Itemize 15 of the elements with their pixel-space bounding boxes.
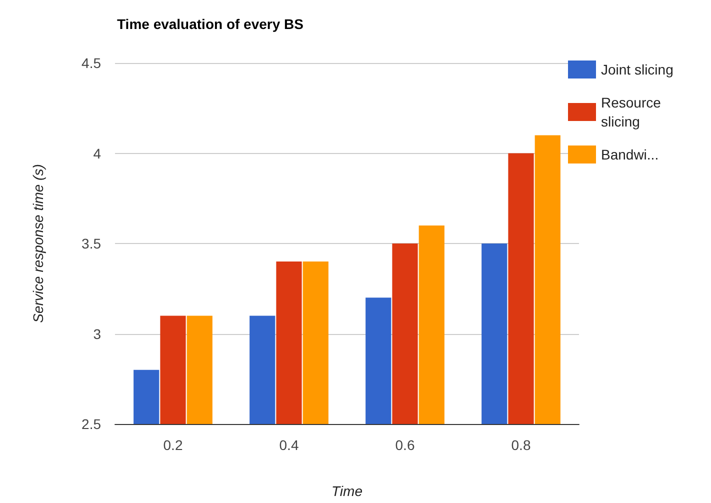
x-tick-label: 0.4 <box>279 437 299 453</box>
y-axis-title: Service response time (s) <box>30 164 46 323</box>
legend-label: Bandwi... <box>601 146 659 162</box>
y-tick-label: 3 <box>93 326 102 342</box>
chart-title: Time evaluation of every BS <box>117 16 304 32</box>
x-tick-label: 0.2 <box>163 437 183 453</box>
x-tick-label: 0.8 <box>511 437 531 453</box>
y-tick-label: 2.5 <box>82 416 102 432</box>
y-tick-label: 4.5 <box>82 55 102 71</box>
legend-label: Resource slicing <box>601 94 665 130</box>
y-tick-label: 3.5 <box>82 236 102 252</box>
x-axis-title: Time <box>332 483 363 499</box>
y-tick-label: 4 <box>93 145 102 162</box>
x-tick-label: 0.6 <box>395 437 415 453</box>
legend-label: Joint slicing <box>601 62 674 78</box>
